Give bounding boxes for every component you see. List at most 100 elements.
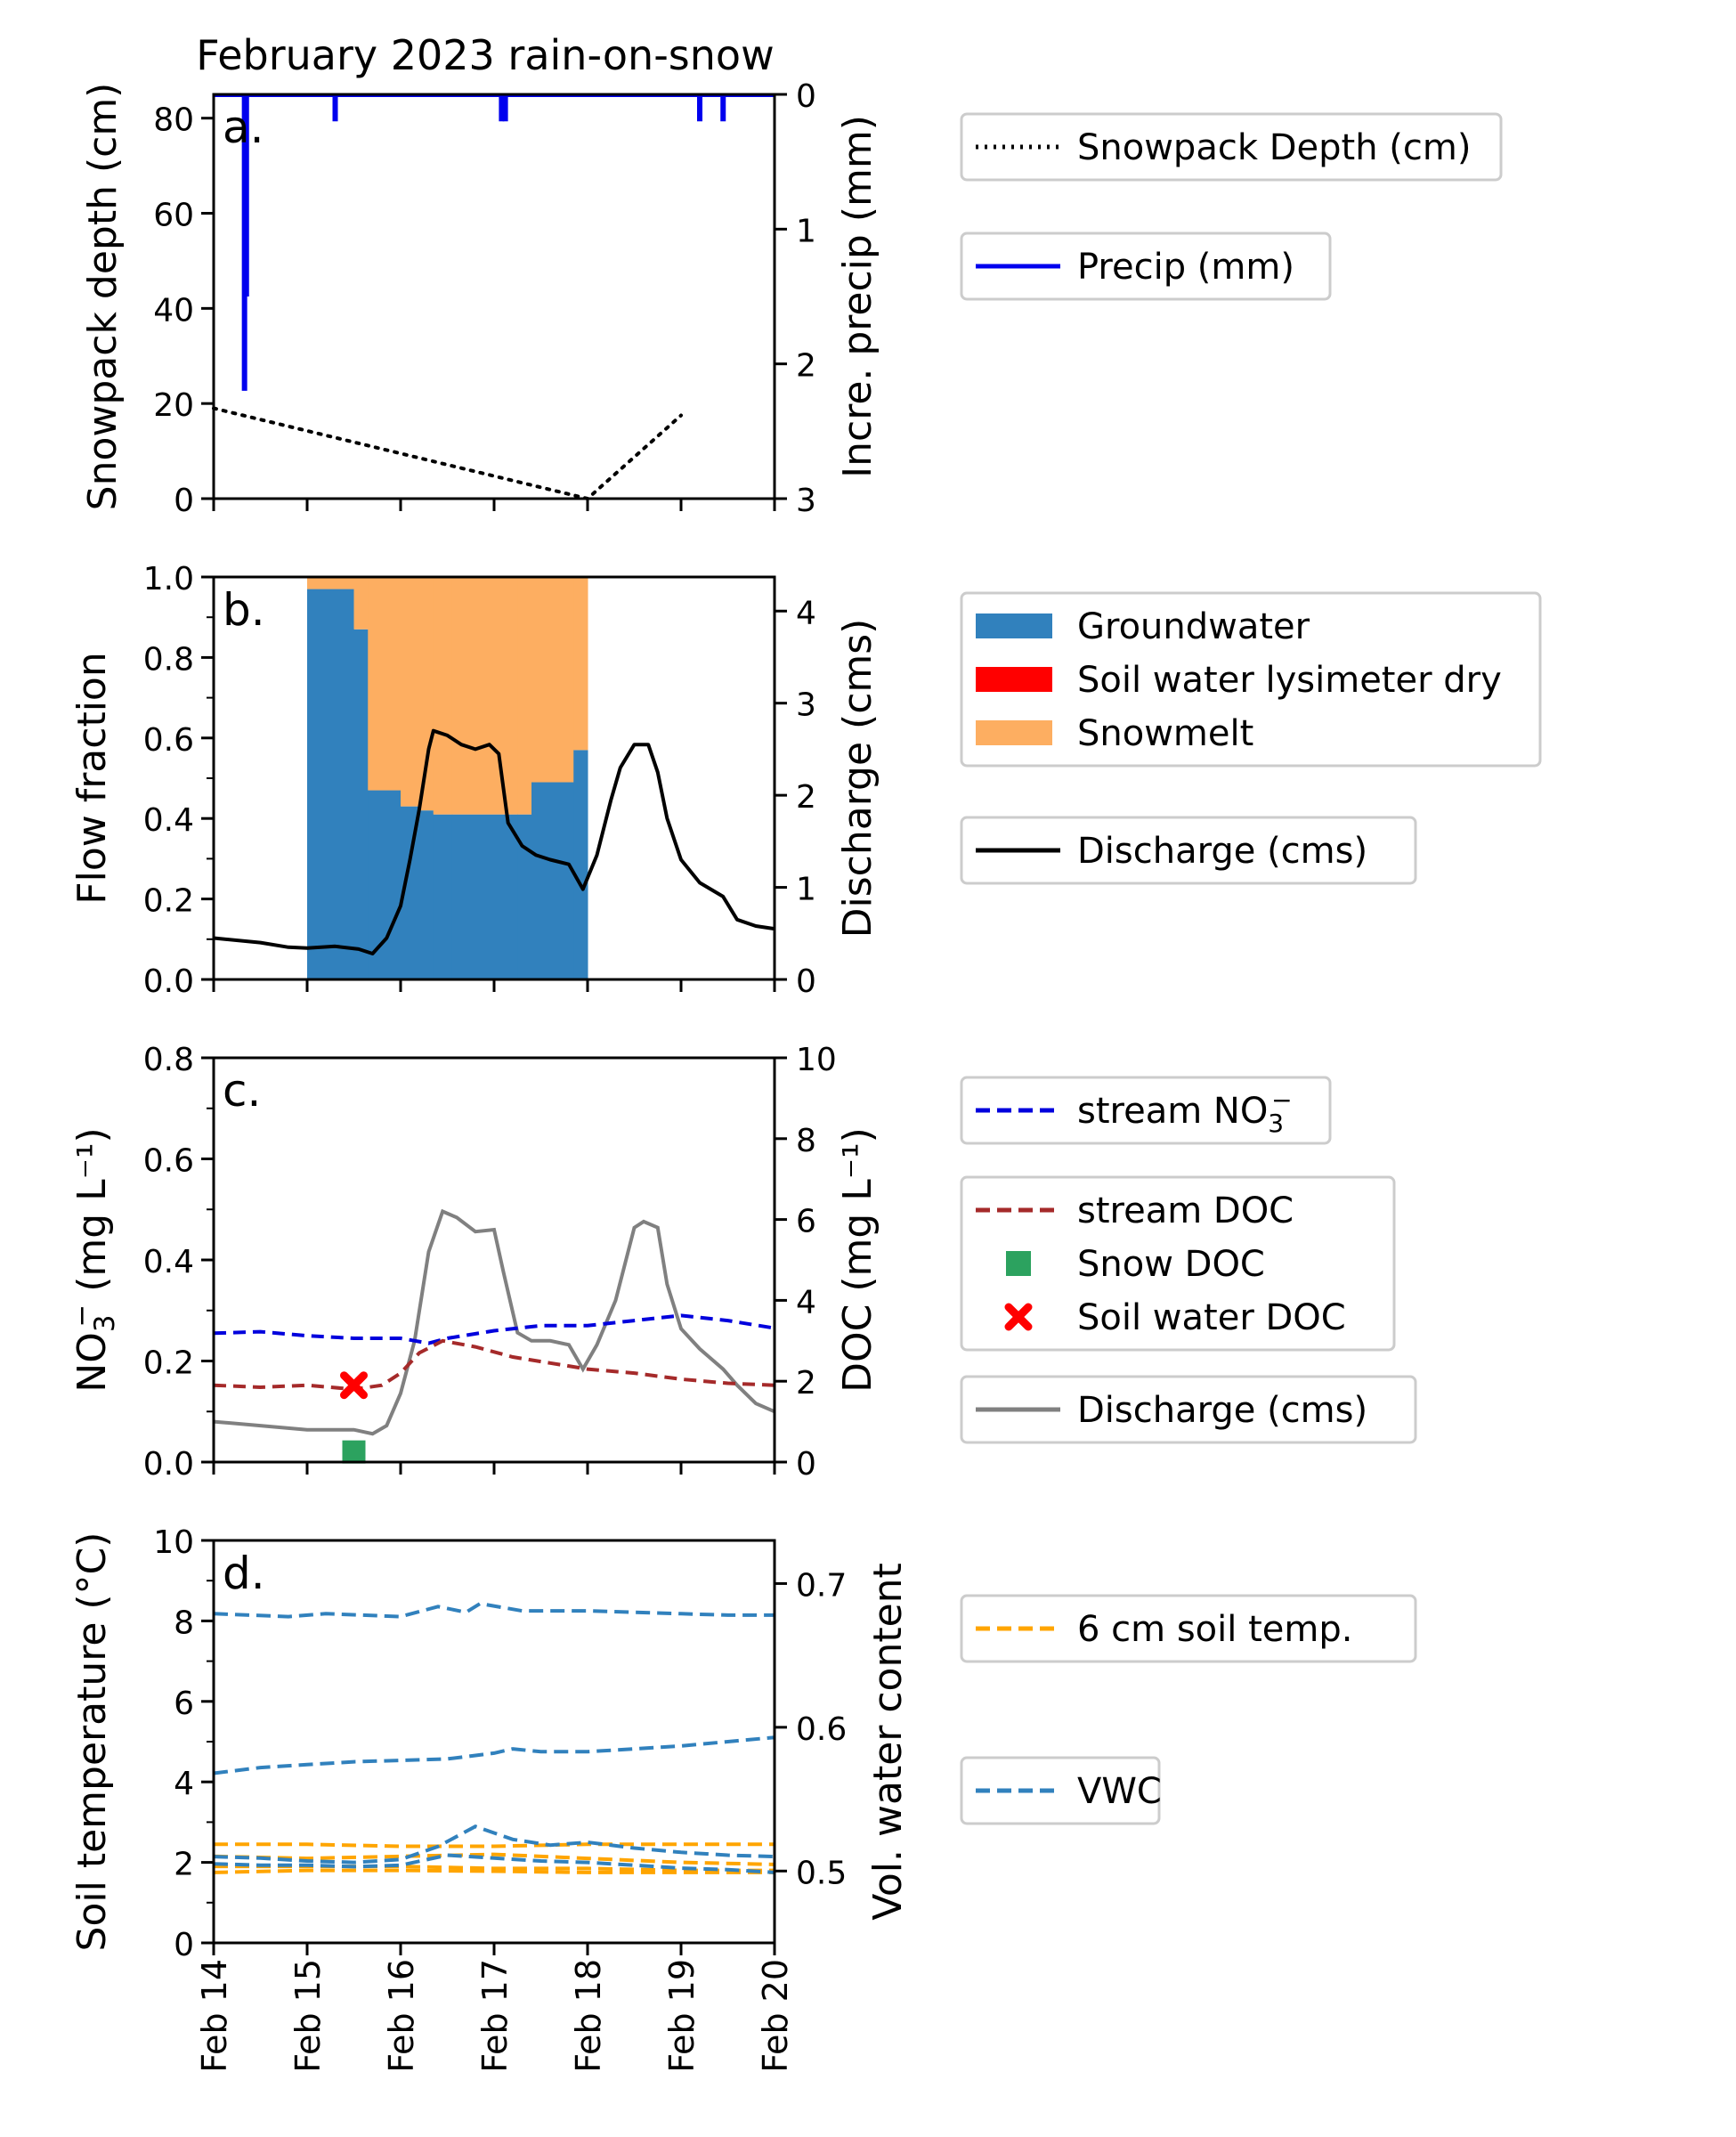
legend-box [960,1076,1332,1145]
panel-b: 0.0 0.2 0.4 0.6 0.8 1.0 0 1 2 3 4 b. Flow fraction Di… [69,561,880,1000]
legend-d: 6 cm soil temp. VWC [960,1594,1417,1825]
groundwater-bar [401,806,420,979]
panel-label: d. [223,1548,265,1599]
x-tick-label: Feb 20 [756,1959,795,2073]
y-tick-label-left: 40 [153,292,194,329]
label-rest: (mg L⁻¹) [69,1127,115,1304]
legend-patch-icon [976,667,1052,692]
groundwater-bar [531,782,574,979]
x-axis: Feb 14 Feb 15 Feb 16 Feb 17 Feb 18 Feb 19 Feb … [195,1959,795,2073]
groundwater-bar [419,810,434,979]
legend-box [960,232,1332,301]
legend-label: Discharge (cms) [1077,831,1367,872]
axes-frame [212,1056,776,1464]
y-tick-label-right: 2 [796,779,816,816]
y-axis-label-left: Snowpack depth (cm) [80,83,126,511]
legend-box [960,816,1417,885]
x-tick-label: Feb 17 [475,1959,515,2073]
legend-square-icon [1006,1251,1031,1276]
vwc-line [213,1853,775,1874]
legend-label: Soil water lysimeter dry [1077,660,1502,701]
y-tick-label-right: 0 [796,1446,816,1483]
y-tick-label-left: 80 [153,102,194,139]
panel-d: 0 2 4 6 8 10 0.5 0.6 0.7 d. Soil temperature (°C) V… [69,1524,911,1963]
y-tick-label-left: 10 [153,1524,194,1561]
groundwater-bar [433,814,453,979]
soil-temp-line [214,1842,775,1849]
figure-title: February 2023 rain-on-snow [196,31,774,79]
groundwater-bar [368,790,402,979]
legend-label: Snowmelt [1077,713,1253,754]
legend-box [960,591,1542,768]
legend-patch-icon [976,613,1052,638]
y-tick-label-left: 1.0 [143,561,194,597]
panel-label: b. [223,584,265,636]
snowmelt-bar [573,577,588,751]
panel-c: 0.0 0.2 0.4 0.6 0.8 0 2 4 6 8 10 c. NO3− (mg L⁻¹) DOC… [66,1042,880,1483]
groundwater-bar [573,750,588,979]
y-axis-label-left: Soil temperature (°C) [69,1532,115,1952]
snowmelt-bar [419,577,434,811]
y-tick-label-right: 2 [796,1365,816,1402]
y-axis-label-right: Incre. precip (mm) [835,115,880,478]
y-tick-label-left: 0.8 [143,1042,194,1078]
panel-label: a. [223,102,264,153]
soil-temp-line [213,1868,775,1874]
legend-x-icon [1004,1303,1033,1331]
y-axis-label-right: DOC (mg L⁻¹) [835,1127,880,1393]
y-tick-label-right: 3 [796,483,816,519]
y-tick-label-right: 0.5 [796,1855,847,1891]
snowmelt-bar [401,577,420,807]
legend-label: Groundwater [1077,606,1310,647]
y-axis-label-right: Discharge (cms) [835,619,880,938]
legend-box [960,1375,1417,1444]
y-tick-label-left: 20 [153,387,194,424]
legend-label: VWC [1077,1771,1162,1812]
y-tick-label-left: 4 [174,1766,194,1802]
vwc-line [213,1735,775,1775]
superscript-minus: − [1271,1085,1292,1115]
legends-layer: Snowpack Depth (cm) Precip (mm) Groundwate… [960,112,1542,1825]
groundwater-bar [307,589,354,979]
y-tick-label-left: 2 [174,1847,194,1883]
snowmelt-bar [433,577,453,815]
y-tick-label-left: 60 [153,198,194,234]
groundwater-bar [517,814,532,979]
vwc-line [213,1824,775,1865]
soil-temp-line [213,1852,775,1866]
x-tick-label: Feb 19 [662,1959,702,2073]
snowpack-depth-line [212,406,683,501]
legend-box [960,1756,1161,1825]
legend-label: Discharge (cms) [1077,1390,1367,1431]
y-tick-label-right: 4 [796,1284,816,1320]
y-tick-label-right: 8 [796,1123,816,1159]
y-tick-label-right: 0 [796,78,816,115]
y-axis-label-left: Flow fraction [69,652,115,904]
y-tick-label-right: 0.7 [796,1567,847,1604]
y-tick-label-right: 3 [796,687,816,724]
snowmelt-bar [353,577,369,630]
y-tick-label-right: 2 [796,348,816,385]
superscript-minus: − [66,1304,98,1328]
legend-patch-icon [976,720,1052,745]
snowmelt-bar [517,577,532,815]
y-axis-label-left: NO3− (mg L⁻¹) [66,1127,121,1392]
snowmelt-bar [451,577,518,815]
legend-label: 6 cm soil temp. [1077,1609,1352,1650]
legend-label: Snowpack Depth (cm) [1077,127,1471,168]
x-tick-label: Feb 16 [382,1959,421,2073]
y-axis-label-right: Vol. water content [865,1563,911,1921]
legend-box [960,112,1503,182]
y-tick-label-left: 0 [174,1927,194,1963]
soil-water-doc-marker [340,1371,368,1400]
x-tick-label: Feb 18 [569,1959,608,2073]
y-tick-label-left: 6 [174,1686,194,1722]
vwc-line [213,1601,775,1619]
legend-box [960,1175,1396,1352]
subscript-3: 3 [1268,1109,1284,1138]
panel-a: 0 20 40 60 80 0 1 2 3 a. Snowpack depth (cm) Incre.… [80,78,880,519]
y-tick-label-left: 0.2 [143,1345,194,1382]
x-tick-label: Feb 14 [195,1959,234,2073]
axes-frame [212,93,776,500]
